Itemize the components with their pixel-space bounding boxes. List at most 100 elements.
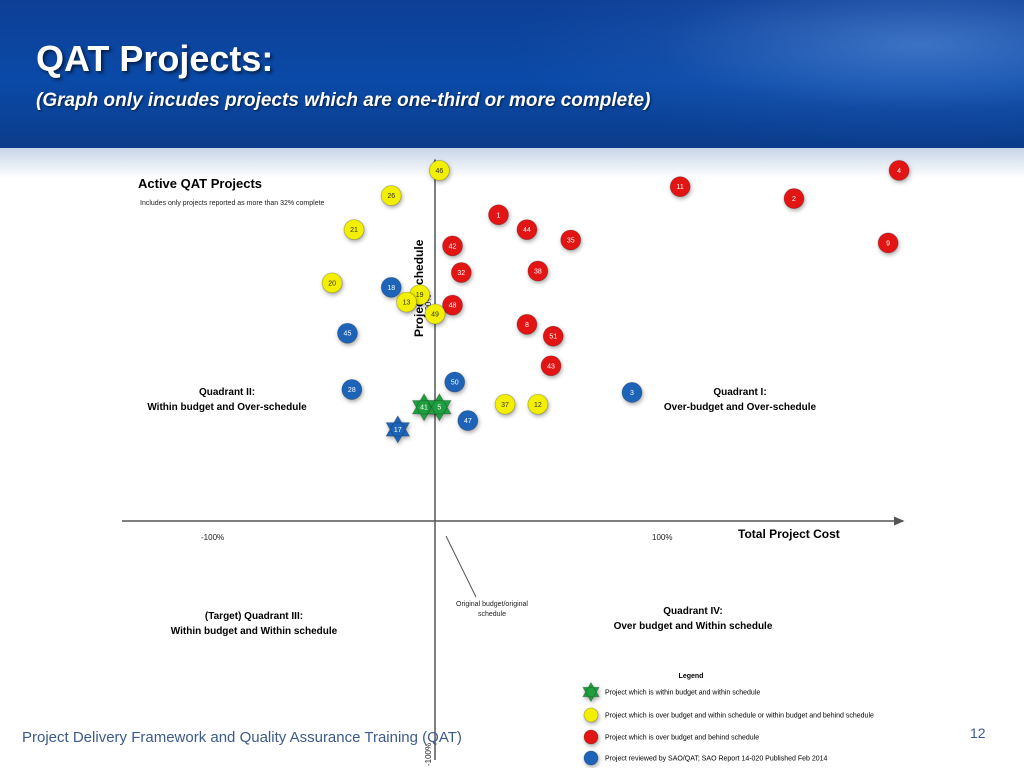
data-point-44: 44 — [516, 219, 538, 241]
data-point-21: 21 — [343, 219, 365, 241]
chart-subtitle: Includes only projects reported as more … — [140, 200, 325, 207]
data-point-label: 1 — [497, 212, 501, 219]
quadrant-1-title: Quadrant I: — [713, 387, 766, 398]
data-point-label: 47 — [464, 418, 472, 425]
data-point-label: 9 — [886, 240, 890, 247]
legend-red-circle-icon — [583, 729, 599, 745]
footer-text: Project Delivery Framework and Quality A… — [22, 729, 462, 746]
legend-item-label: Project reviewed by SAO/QAT; SAO Report … — [605, 756, 828, 763]
data-point-label: 28 — [348, 387, 356, 394]
data-point-label: 11 — [677, 184, 684, 191]
annotation-pointer — [445, 535, 477, 598]
data-point-51: 51 — [542, 325, 564, 347]
circle-marker — [341, 379, 363, 400]
data-point-label: 13 — [403, 300, 411, 307]
quadrant-1-description: Over-budget and Over-schedule — [664, 402, 817, 413]
slide-subtitle: (Graph only incudes projects which are o… — [36, 90, 651, 111]
legend-item: Project which is within budget and withi… — [582, 681, 760, 703]
data-point-label: 44 — [523, 227, 531, 234]
data-point-26: 26 — [380, 185, 402, 206]
circle-marker — [488, 204, 509, 226]
x-tick-label: -100% — [201, 533, 224, 542]
data-point-label: 20 — [328, 280, 336, 287]
circle-marker — [527, 260, 549, 282]
data-point-5: 5 — [427, 392, 452, 422]
circle-marker — [516, 313, 538, 335]
circle-marker — [888, 160, 910, 181]
data-point-label: 46 — [435, 168, 443, 175]
data-point-45: 45 — [337, 322, 358, 344]
y-tick-label: 100% — [424, 295, 433, 315]
data-point-18: 18 — [380, 276, 402, 298]
page-number: 12 — [970, 725, 986, 741]
data-point-label: 48 — [449, 303, 457, 310]
data-point-13: 13 — [396, 291, 417, 313]
circle-marker — [540, 355, 562, 377]
circle-marker — [424, 303, 446, 325]
data-point-label: 2 — [792, 196, 796, 203]
legend-yellow-circle-icon — [583, 707, 599, 723]
circle-marker — [516, 219, 538, 241]
data-point-label: 32 — [457, 270, 465, 277]
data-point-49: 49 — [424, 303, 446, 325]
legend-blue-circle-icon — [583, 750, 599, 766]
legend-item-label: Project which is over budget and within … — [605, 713, 874, 720]
circle-marker — [527, 393, 549, 415]
data-point-4: 4 — [888, 160, 910, 181]
data-point-label: 43 — [547, 363, 555, 370]
data-point-20: 20 — [321, 272, 343, 294]
data-point-label: 5 — [437, 405, 441, 412]
circle-marker — [321, 272, 343, 294]
legend-title: Legend — [679, 673, 704, 680]
legend-item-label: Project which is over budget and behind … — [605, 735, 759, 742]
data-point-1: 1 — [488, 204, 509, 226]
data-point-label: 26 — [387, 193, 395, 200]
circle-marker — [457, 410, 479, 431]
data-point-48: 48 — [442, 294, 463, 316]
quadrant-4-description: Over budget and Within schedule — [614, 621, 773, 632]
data-point-label: 3 — [630, 390, 634, 397]
data-point-label: 4 — [897, 168, 901, 175]
data-point-3: 3 — [621, 382, 643, 403]
data-point-label: 49 — [431, 311, 439, 318]
legend: Legend Project which is within budget an… — [582, 673, 874, 766]
circle-marker — [380, 276, 402, 298]
data-point-label: 42 — [449, 243, 457, 250]
circle-marker — [560, 229, 582, 251]
data-point-label: 41 — [420, 405, 428, 412]
legend-green-star-icon — [582, 681, 600, 703]
data-point-label: 17 — [394, 427, 402, 434]
data-point-12: 12 — [527, 393, 549, 415]
legend-item-label: Project which is within budget and withi… — [605, 690, 760, 697]
circle-marker — [442, 235, 463, 257]
data-point-label: 37 — [501, 402, 509, 409]
legend-item: Project which is over budget and within … — [583, 707, 874, 723]
data-point-label: 45 — [344, 331, 352, 338]
data-point-50: 50 — [444, 371, 466, 393]
data-point-label: 18 — [387, 285, 395, 292]
circle-marker — [783, 188, 805, 209]
quadrant-3-title: (Target) Quadrant III: — [205, 611, 303, 622]
data-point-label: 35 — [567, 237, 575, 244]
circle-marker — [343, 219, 365, 241]
circle-marker — [621, 382, 643, 403]
slide-header: QAT Projects: (Graph only incudes projec… — [0, 0, 1024, 148]
data-point-32: 32 — [450, 262, 472, 283]
y-tick-label: -100% — [424, 743, 433, 766]
data-point-42: 42 — [442, 235, 463, 257]
data-point-37: 37 — [494, 393, 516, 415]
circle-marker — [444, 371, 466, 393]
legend-items: Project which is within budget and withi… — [582, 681, 874, 766]
data-point-47: 47 — [457, 410, 479, 431]
chart-title: Active QAT Projects — [138, 176, 262, 191]
circle-marker — [669, 176, 691, 198]
legend-item: Project which is over budget and behind … — [583, 729, 759, 745]
quadrant-2-title: Quadrant II: — [199, 387, 255, 398]
circle-marker — [428, 160, 450, 181]
circle-marker — [442, 294, 463, 316]
data-point-35: 35 — [560, 229, 582, 251]
header-highlight — [504, 0, 1024, 148]
data-point-9: 9 — [877, 232, 899, 254]
